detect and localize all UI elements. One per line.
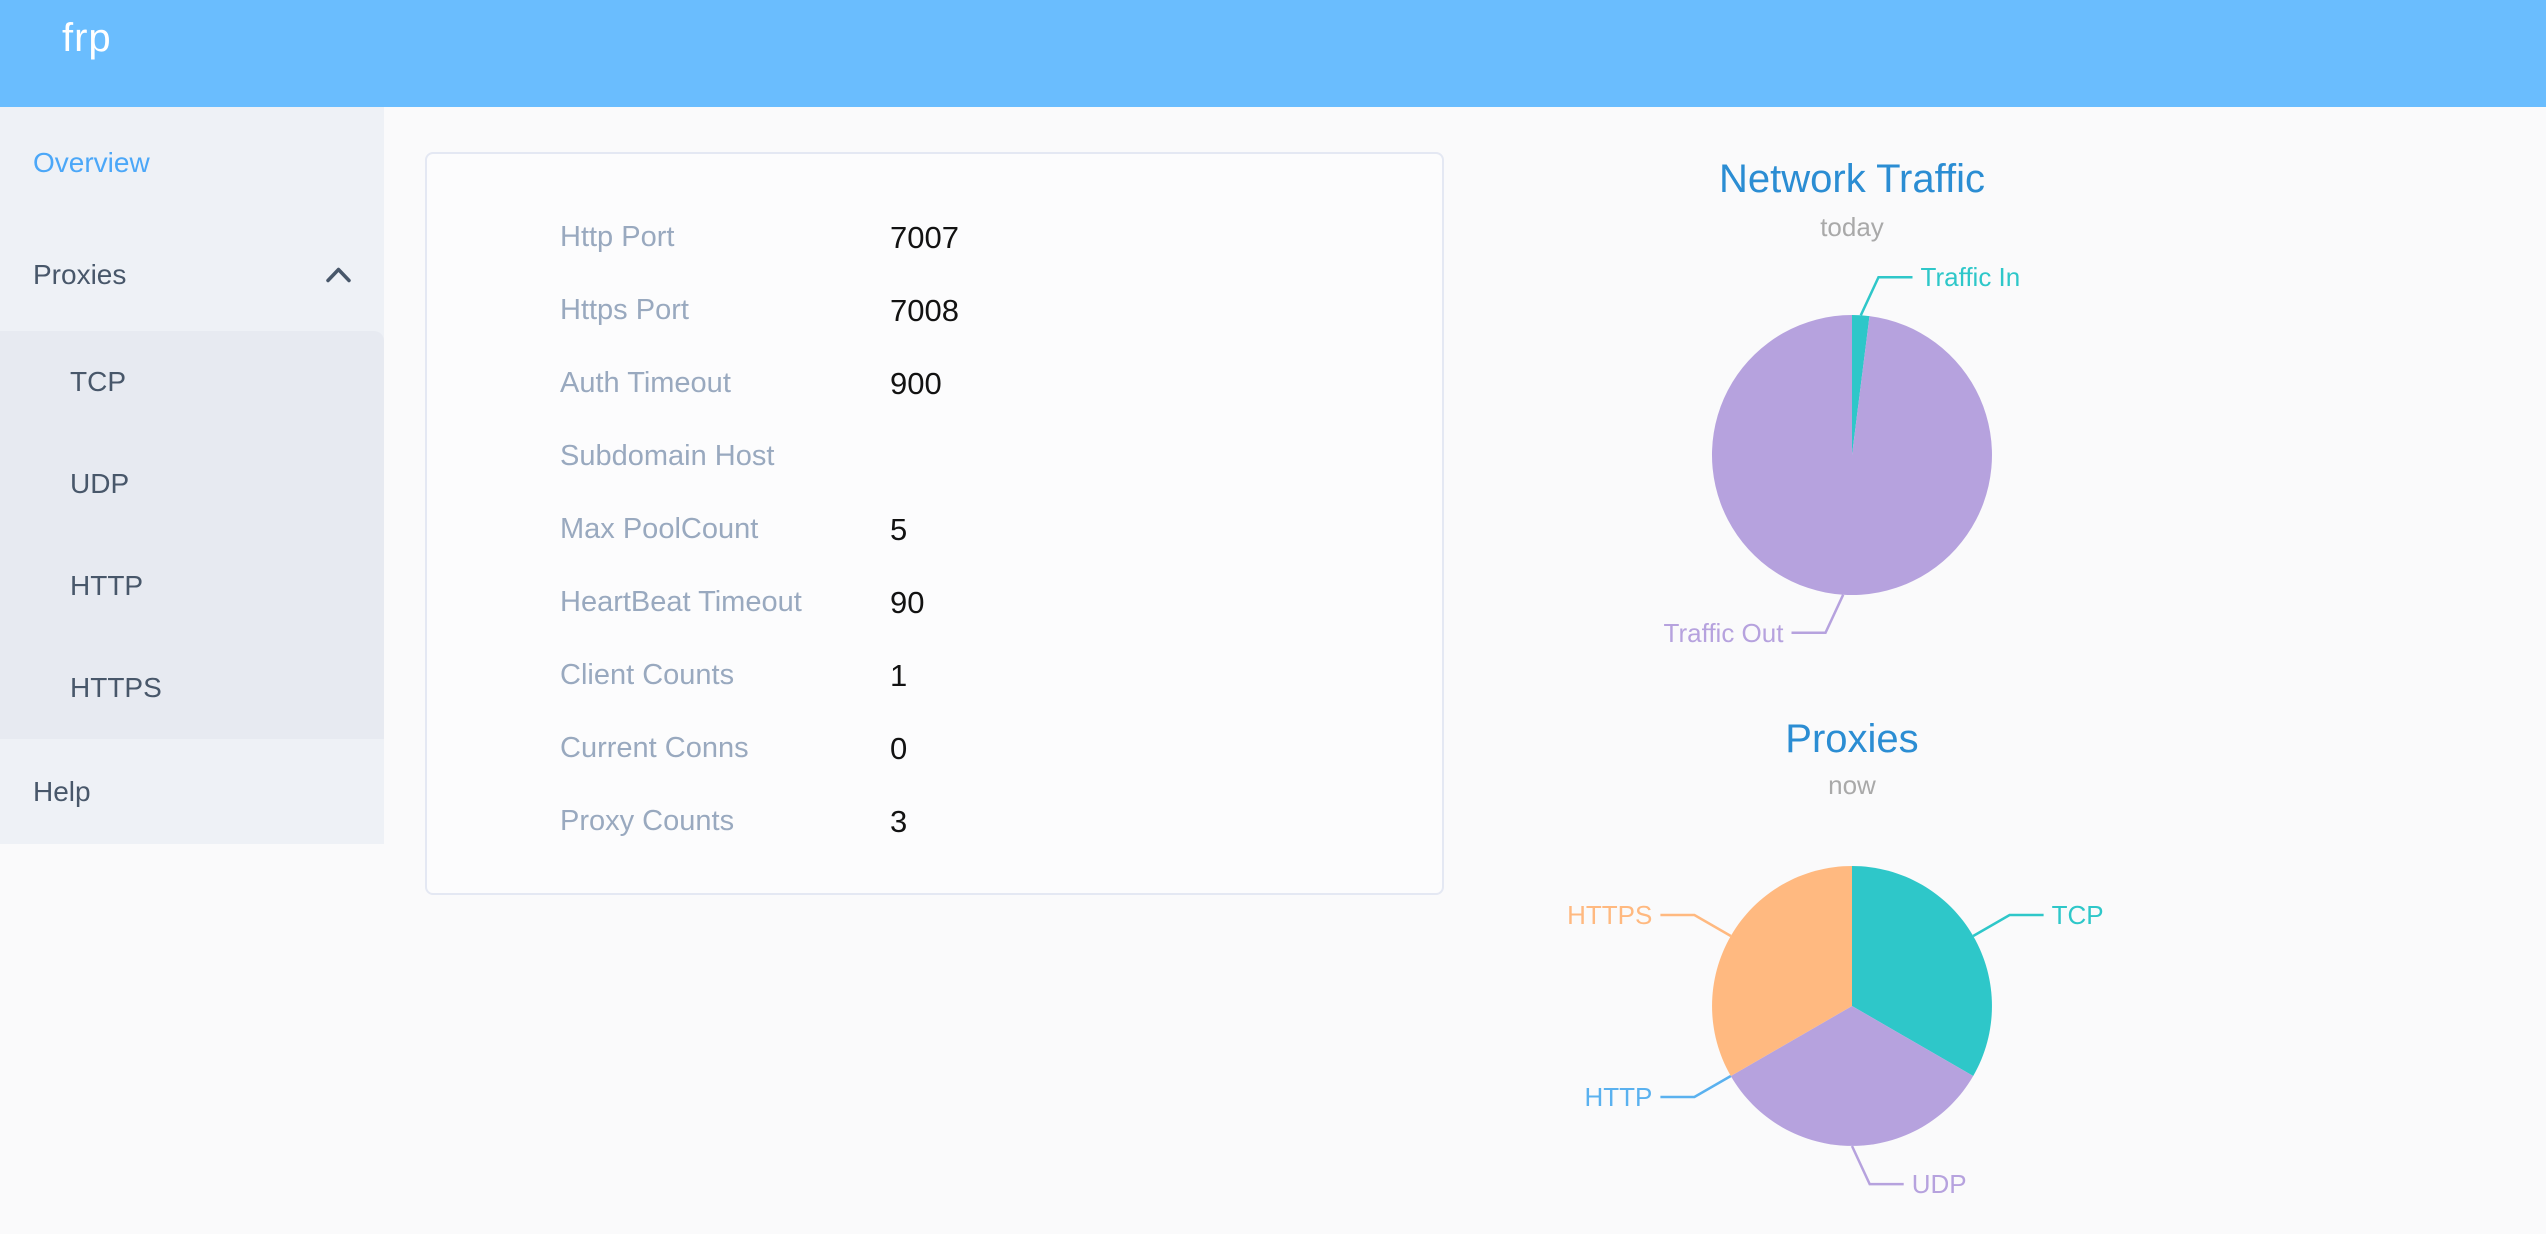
server-info-card: Http Port 7007 Https Port 7008 Auth Time… [425,152,1444,895]
label-leader-line [1791,594,1845,635]
table-row: Https Port 7008 [427,274,1442,347]
sidebar-item-label: HTTP [70,570,144,601]
pie-label-udp: UDP [1912,1169,1967,1199]
table-row: HeartBeat Timeout 90 [427,566,1442,639]
row-value: 90 [890,584,925,620]
row-value: 900 [890,365,942,401]
sidebar-item-label: Proxies [33,259,127,290]
row-value: 7007 [890,219,959,255]
label-leader-line [1850,1145,1904,1186]
table-row: Proxy Counts 3 [427,785,1442,858]
row-label: Http Port [560,221,675,253]
label-leader-line [1972,913,2044,938]
app-logo: frp [62,16,112,60]
sidebar-item-help[interactable]: Help [0,739,384,844]
row-label: Client Counts [560,659,735,691]
pie-slice-tcp[interactable] [1852,866,1992,1076]
sidebar-item-udp[interactable]: UDP [0,433,384,535]
table-row: Client Counts 1 [427,639,1442,712]
table-row: Max PoolCount 5 [427,493,1442,566]
sidebar-item-overview[interactable]: Overview [0,107,384,219]
sidebar-item-label: UDP [70,468,130,499]
row-value: 7008 [890,292,959,328]
chart-title: Network Traffic [1719,157,1985,201]
row-label: Current Conns [560,732,749,764]
chart-subtitle: today [1820,212,1884,242]
table-row: Http Port 7007 [427,201,1442,274]
pie-slice-traffic-out[interactable] [1711,315,1992,595]
sidebar-item-tcp[interactable]: TCP [0,331,384,433]
table-row: Current Conns 0 [427,712,1442,785]
pie-label-http: HTTP [1584,1082,1652,1112]
pie-label-traffic-in: Traffic In [1921,262,2021,292]
sidebar-item-label: Overview [33,147,150,178]
label-leader-line [1660,1074,1732,1099]
chevron-up-icon [326,267,351,283]
pie-slice-traffic-in[interactable] [1852,315,1870,455]
network-traffic-chart: Network Traffic today Traffic In Traffic Ou… [1664,157,2021,648]
chart-title: Proxies [1785,717,1918,761]
chart-subtitle: now [1828,770,1876,800]
sidebar-item-label: HTTPS [70,672,162,703]
pie-label-traffic-out: Traffic Out [1664,618,1785,648]
app-header: frp [0,0,2546,107]
row-label: Subdomain Host [560,440,775,472]
proxies-chart: Proxies now TCP UDP HTTP HTTPS [1567,717,2103,1199]
pie-label-tcp: TCP [2052,900,2104,930]
pie-label-https: HTTPS [1567,900,1652,930]
sidebar-item-http[interactable]: HTTP [0,535,384,637]
row-label: Proxy Counts [560,805,735,837]
row-value: 3 [890,803,908,839]
pie-slice-https[interactable] [1712,866,1852,1076]
label-leader-line [1660,913,1732,938]
table-row: Auth Timeout 900 [427,347,1442,420]
row-label: Auth Timeout [560,367,731,399]
row-value: 5 [890,511,908,547]
proxies-submenu: TCP UDP HTTP HTTPS [0,331,384,739]
sidebar-item-proxies[interactable]: Proxies [0,219,384,331]
sidebar-item-label: TCP [70,366,126,397]
sidebar-menu: Overview Proxies TCP UDP HTTP HTTPS Help [0,107,384,844]
row-value: 0 [890,730,908,766]
label-leader-line [1859,275,1913,316]
table-row: Subdomain Host [427,420,1442,493]
row-label: Max PoolCount [560,513,759,545]
sidebar-item-https[interactable]: HTTPS [0,637,384,739]
pie-slice-udp[interactable] [1730,1006,1974,1146]
row-label: Https Port [560,294,689,326]
row-label: HeartBeat Timeout [560,586,802,618]
row-value: 1 [890,657,908,693]
sidebar-item-label: Help [33,776,91,807]
